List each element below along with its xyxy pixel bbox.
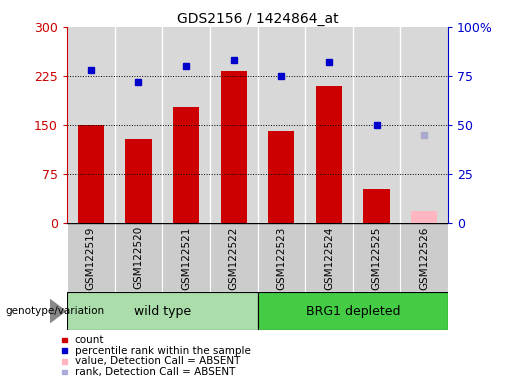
Text: percentile rank within the sample: percentile rank within the sample (75, 346, 251, 356)
Bar (78, 125, 104, 223)
Polygon shape (50, 300, 65, 323)
Bar (268, 131, 295, 223)
Bar (173, 106, 199, 223)
Text: value, Detection Call = ABSENT: value, Detection Call = ABSENT (75, 356, 240, 366)
Text: wild type: wild type (134, 305, 191, 318)
Bar (162, 223, 210, 292)
Bar (401, 223, 448, 292)
Text: count: count (75, 335, 104, 345)
Bar (353, 223, 401, 292)
Bar (67, 292, 258, 330)
Bar (114, 223, 162, 292)
Text: rank, Detection Call = ABSENT: rank, Detection Call = ABSENT (75, 367, 235, 377)
Bar (258, 223, 305, 292)
Bar (305, 223, 353, 292)
Text: GSM122519: GSM122519 (86, 226, 96, 290)
Bar (67, 223, 115, 292)
Bar (316, 86, 342, 223)
Text: GSM122524: GSM122524 (324, 226, 334, 290)
Bar (125, 139, 151, 223)
Text: GSM122520: GSM122520 (133, 226, 143, 290)
Text: GDS2156 / 1424864_at: GDS2156 / 1424864_at (177, 12, 338, 25)
Bar (258, 292, 448, 330)
Bar (210, 223, 258, 292)
Bar (411, 211, 437, 223)
Bar (364, 189, 390, 223)
Text: GSM122525: GSM122525 (372, 226, 382, 290)
Text: GSM122523: GSM122523 (277, 226, 286, 290)
Text: genotype/variation: genotype/variation (5, 306, 104, 316)
Text: GSM122522: GSM122522 (229, 226, 238, 290)
Text: GSM122526: GSM122526 (419, 226, 429, 290)
Text: GSM122521: GSM122521 (181, 226, 191, 290)
Text: BRG1 depleted: BRG1 depleted (305, 305, 400, 318)
Bar (220, 71, 247, 223)
